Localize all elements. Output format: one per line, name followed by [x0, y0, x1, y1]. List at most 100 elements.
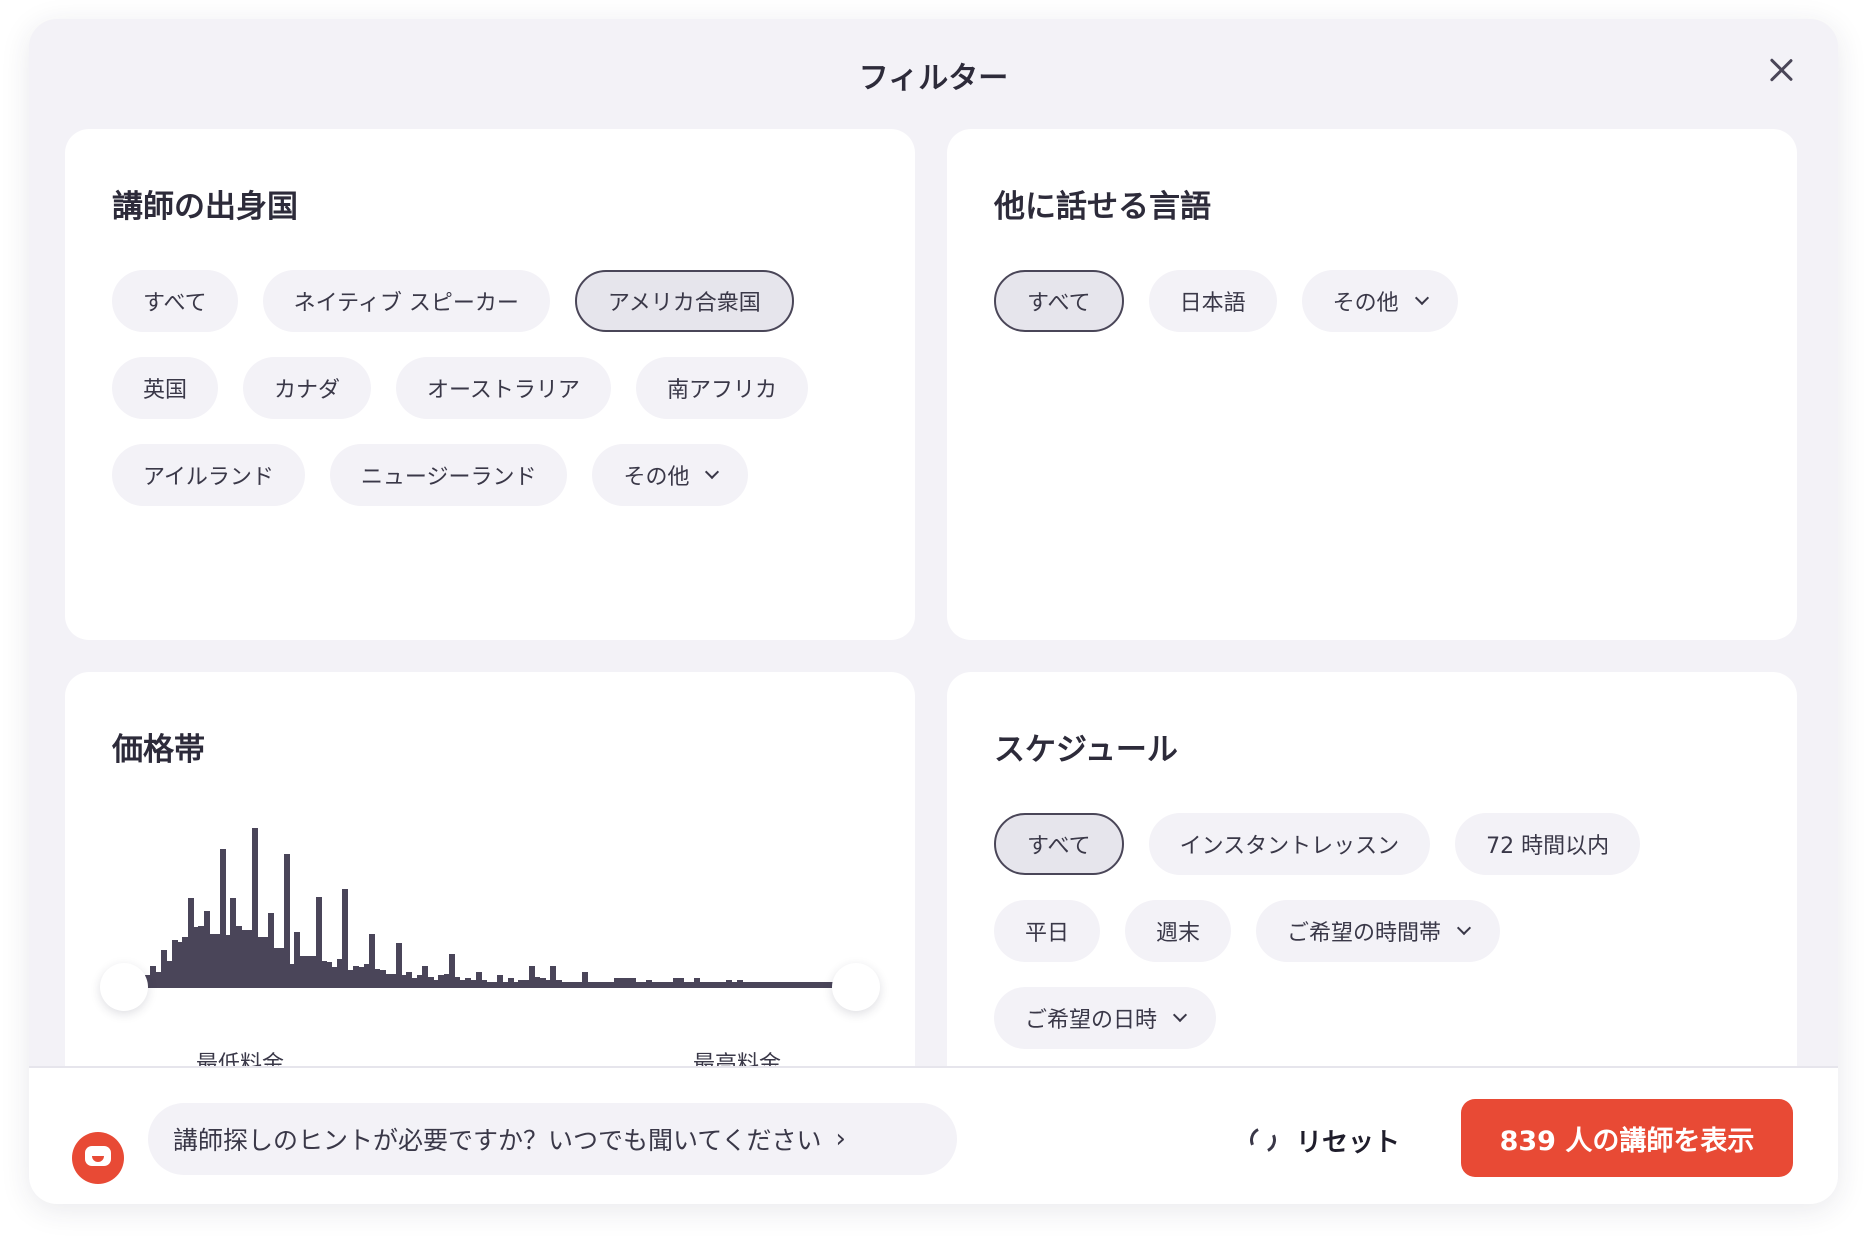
histogram-bar [635, 981, 642, 988]
chip-label: アメリカ合衆国 [607, 291, 761, 316]
histogram-bar [315, 896, 322, 988]
histogram-bar [726, 980, 733, 988]
histogram-bar [614, 978, 621, 988]
max-price-label: 最高料金 [693, 1052, 782, 1066]
chip-label: すべて [1027, 291, 1091, 316]
histogram-bar [262, 936, 269, 988]
price-title: 価格帯 [112, 732, 205, 768]
histogram-bar [817, 981, 823, 988]
histogram-bar [177, 941, 183, 988]
schedule-chip[interactable]: 平日 [994, 900, 1101, 962]
histogram-bar [385, 973, 391, 988]
histogram-bar [769, 981, 775, 988]
modal-title: フィルター [858, 61, 1009, 96]
languages-card: 他に話せる言語 すべて 日本語 その他 [947, 129, 1797, 640]
country-chip[interactable]: ネイティブ スピーカー [262, 270, 550, 332]
histogram-bar [353, 965, 359, 988]
chevron-right-icon: › [835, 1124, 846, 1154]
histogram-bar [785, 981, 791, 988]
histogram-bar [683, 981, 690, 988]
histogram-bar [342, 888, 349, 988]
schedule-chip[interactable]: 72 時間以内 [1455, 813, 1641, 875]
histogram-bar [518, 980, 525, 988]
schedule-chip[interactable]: インスタントレッスン [1148, 813, 1431, 875]
chip-label: アイルランド [143, 465, 274, 490]
histogram-bar [433, 980, 439, 988]
histogram-bar [171, 940, 178, 988]
histogram-bar [326, 962, 333, 988]
chip-label: インスタントレッスン [1179, 834, 1400, 859]
histogram-bar [422, 965, 429, 988]
histogram-bar [305, 956, 311, 988]
histogram-bar [369, 933, 375, 988]
languages-chip[interactable]: すべて [994, 270, 1124, 332]
chip-label: 英国 [143, 378, 188, 403]
reset-label: リセット [1296, 1127, 1401, 1158]
histogram-bar [337, 959, 343, 988]
price-card: 価格帯 最低料金 最高料金 [65, 672, 915, 1066]
min-price-label: 最低料金 [196, 1052, 285, 1066]
histogram-bar [411, 978, 418, 988]
histogram-bar [321, 960, 327, 988]
languages-title: 他に話せる言語 [994, 189, 1211, 225]
hint-text: 講師探しのヒントが必要ですか？いつでも聞いてください [173, 1126, 822, 1155]
histogram-bar [598, 981, 605, 988]
languages-chip[interactable]: 日本語 [1148, 270, 1277, 332]
country-chip[interactable]: アイルランド [112, 444, 305, 506]
country-chip[interactable]: 英国 [112, 357, 219, 419]
histogram-bar [710, 981, 717, 988]
histogram-bar [705, 981, 711, 988]
histogram-bar [731, 981, 738, 988]
schedule-chip[interactable]: ご希望の日時 [994, 987, 1217, 1049]
chat-assistant-icon[interactable] [72, 1132, 124, 1184]
histogram-bar [310, 956, 317, 988]
schedule-chip[interactable]: すべて [994, 813, 1124, 875]
histogram-bar [358, 967, 365, 988]
hint-button[interactable]: 講師探しのヒントが必要ですか？いつでも聞いてください › [148, 1103, 957, 1175]
country-chip[interactable]: オーストラリア [396, 357, 611, 419]
schedule-chip[interactable]: 週末 [1125, 900, 1232, 962]
histogram-bar [443, 973, 450, 988]
country-chip[interactable]: その他 [592, 444, 749, 506]
max-price-slider-handle[interactable] [832, 963, 880, 1011]
histogram-bar [150, 965, 157, 988]
min-price-slider-handle[interactable] [100, 963, 148, 1011]
histogram-bar [811, 981, 818, 988]
schedule-chips: すべて インスタントレッスン 72 時間以内平日 週末 ご希望の時間帯ご希望の日時 [994, 813, 1647, 1049]
histogram-bar [406, 972, 413, 988]
histogram-bar [603, 981, 610, 988]
languages-chip[interactable]: その他 [1301, 270, 1458, 332]
histogram-bar [779, 981, 786, 988]
country-chip[interactable]: アメリカ合衆国 [574, 270, 794, 332]
histogram-bar [673, 978, 679, 988]
histogram-bar [758, 981, 765, 988]
histogram-bar [763, 981, 770, 988]
histogram-bar [390, 973, 397, 988]
chip-label: ニュージーランド [360, 465, 537, 490]
histogram-bar [550, 965, 557, 988]
histogram-bar [566, 981, 573, 988]
close-icon[interactable] [1766, 55, 1796, 85]
reset-button[interactable]: リセット [1246, 1120, 1401, 1160]
filter-content[interactable]: フィルター 講師の出身国 すべて ネイティブ スピーカー アメリカ合衆国 英国 カナダ オ… [29, 19, 1838, 1066]
chip-label: その他 [1332, 291, 1399, 316]
schedule-chip[interactable]: ご希望の時間帯 [1256, 900, 1501, 962]
chip-label: その他 [623, 465, 690, 490]
country-chip[interactable]: すべて [112, 270, 238, 332]
histogram-bar [827, 981, 834, 988]
histogram-bar [555, 980, 562, 988]
histogram-bar [155, 972, 162, 988]
country-chip[interactable]: 南アフリカ [635, 357, 808, 419]
histogram-bar [470, 980, 477, 988]
language-chips: すべて 日本語 その他 [994, 270, 1767, 332]
histogram-bar [753, 981, 759, 988]
histogram-bar [609, 981, 615, 988]
histogram-bar [795, 981, 802, 988]
show-tutors-button[interactable]: 839 人の講師を表示 [1461, 1099, 1793, 1177]
histogram-bar [491, 981, 498, 988]
histogram-bar [246, 930, 253, 988]
country-chip[interactable]: ニュージーランド [329, 444, 568, 506]
histogram-bar [502, 981, 509, 988]
chip-label: ご希望の時間帯 [1287, 921, 1442, 946]
country-chip[interactable]: カナダ [243, 357, 372, 419]
